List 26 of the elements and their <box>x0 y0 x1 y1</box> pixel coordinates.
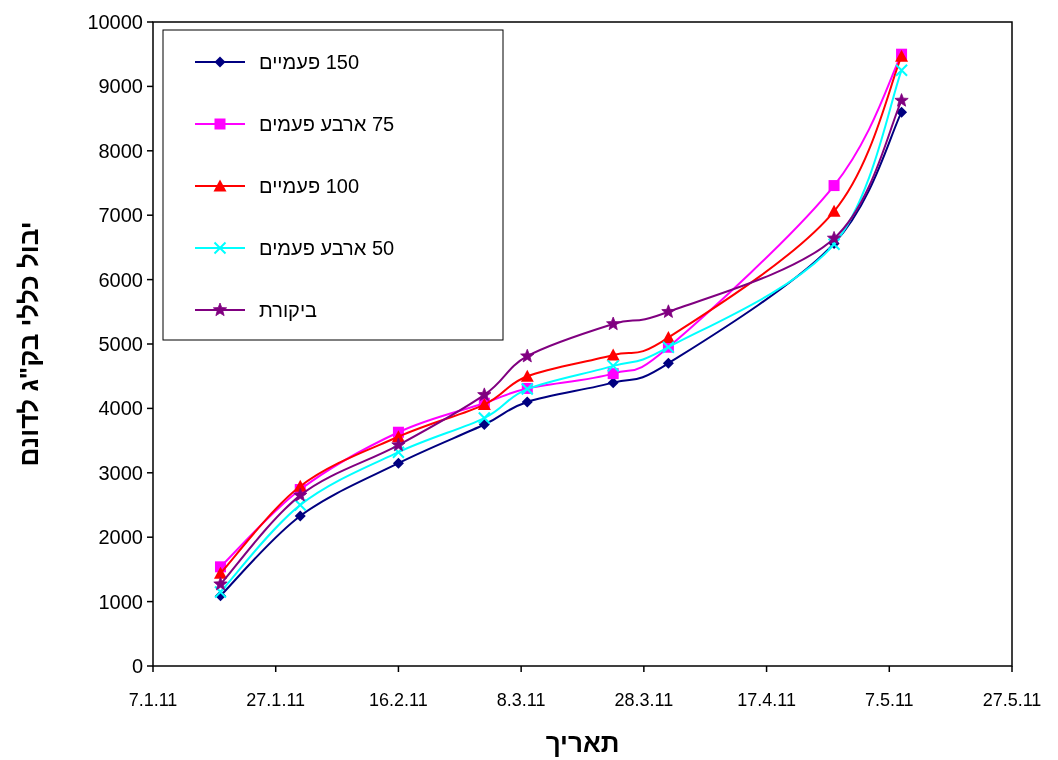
y-tick-label: 10000 <box>87 11 143 33</box>
y-tick-label: 0 <box>131 655 143 677</box>
y-tick-label: 6000 <box>98 268 143 291</box>
x-tick-label: 7.5.11 <box>864 690 914 710</box>
x-axis-title: תאריך <box>545 728 620 758</box>
x-tick-label: 17.4.11 <box>737 690 796 710</box>
y-tick-label: 9000 <box>98 75 143 98</box>
x-tick-label: 16.2.11 <box>369 690 428 710</box>
y-tick-label: 8000 <box>98 139 143 162</box>
legend-label: 150 פעמיים <box>259 51 360 73</box>
y-tick-label: 5000 <box>98 333 143 355</box>
legend-label: 100 פעמיים <box>259 175 360 197</box>
y-tick-label: 4000 <box>98 397 143 420</box>
legend-label: 50 ארבע פעמים <box>259 237 395 259</box>
y-tick-label: 3000 <box>98 461 143 484</box>
y-tick-label: 7000 <box>98 204 143 227</box>
y-tick-label: 1000 <box>98 590 143 613</box>
y-tick-label: 2000 <box>98 526 143 549</box>
x-tick-label: 8.3.11 <box>496 690 546 710</box>
legend-label: 75 ארבע פעמים <box>259 113 395 135</box>
x-tick-label: 28.3.11 <box>614 690 674 710</box>
x-tick-label: 7.1.11 <box>128 690 178 710</box>
x-tick-label: 27.5.11 <box>982 690 1042 710</box>
y-axis-title: יבול כללי בק"ג לדונם <box>14 221 44 467</box>
legend-label: ביקורת <box>259 299 318 321</box>
x-tick-label: 27.1.11 <box>246 690 306 710</box>
